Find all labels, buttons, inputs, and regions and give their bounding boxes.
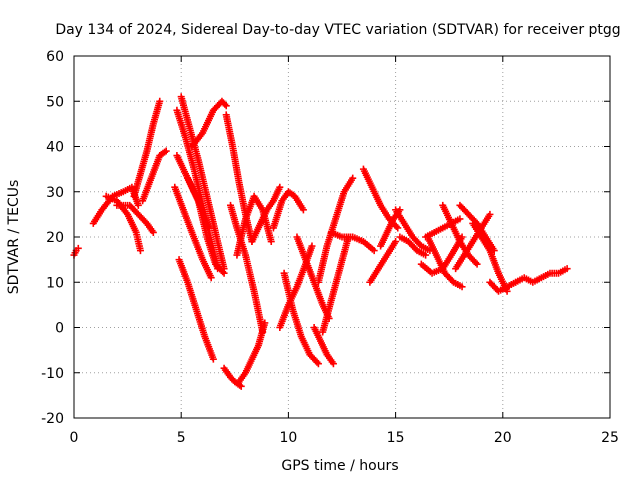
series-arc-6 [139,147,170,205]
data-point-marker [261,319,269,327]
x-tick-label: 15 [387,430,405,446]
x-tick-label: 10 [279,430,297,446]
series-arc-3 [102,192,144,255]
series-arc-9 [188,97,230,150]
x-tick-label: 0 [70,430,79,446]
data-point-marker [299,206,307,214]
series-arc-27 [327,228,378,255]
data-point-marker [134,201,142,209]
series-arc-8 [177,93,228,273]
series-arc-14 [222,111,256,246]
y-tick-label: 50 [46,94,64,110]
data-point-marker [370,247,378,255]
data-point-marker [149,228,157,236]
x-tick-label: 20 [494,430,512,446]
data-point-marker [220,269,228,277]
x-tick-label: 25 [601,430,619,446]
data-point-marker [472,259,480,267]
data-point-marker [329,360,337,368]
data-point-marker [486,210,494,218]
series-arc-24 [310,324,337,368]
data-point-marker [563,265,571,273]
y-tick-label: -20 [41,411,64,427]
data-point-marker [422,251,430,259]
x-tick-label: 5 [177,430,186,446]
series-arc-21 [276,242,316,331]
data-point-marker [221,100,229,108]
series-arc-11 [171,183,215,282]
data-point-marker [308,242,316,250]
data-point-marker [74,244,82,252]
series-arc-12 [175,256,217,363]
data-point-marker [276,183,284,191]
series-arc-20 [269,188,307,232]
series-arc-32 [396,233,430,259]
series-arc-18 [220,364,245,390]
series-arc-19 [248,183,284,246]
series-arc-4 [113,201,157,236]
data-point-marker [219,268,227,276]
data-point-marker [412,245,420,253]
y-tick-label: 30 [46,185,64,201]
plot-frame [73,55,611,419]
data-point-marker [394,224,402,232]
data-point-marker [222,102,230,110]
series-arc-37 [452,210,494,273]
series-arc-30 [366,238,400,286]
series-arc-1 [70,244,82,259]
data-point-marker [156,97,164,105]
y-tick-label: 60 [46,49,64,65]
series-arc-13 [184,174,228,277]
series-arc-35 [424,233,466,291]
y-tick-label: 10 [46,275,64,291]
series-arc-5 [130,97,164,200]
data-point-marker [267,238,275,246]
data-point-marker [392,238,400,246]
data-point-marker [473,260,481,268]
data-point-marker [314,360,322,368]
data-point-marker [456,215,464,223]
data-point-marker [416,241,424,249]
y-axis-label: SDTVAR / TECUs [6,180,22,295]
data-point-marker [458,283,466,291]
data-point-marker [209,355,217,363]
series-arc-17 [235,319,269,386]
series-arc-22 [280,269,322,368]
y-tick-label: 40 [46,140,64,156]
data-markers [70,93,571,390]
tick-labels: 0 5 10 15 20 25 -20 -10 0 10 20 30 40 50 60 [41,49,619,446]
y-tick-label: -10 [41,366,64,382]
data-point-marker [162,147,170,155]
series-arc-26 [319,233,352,336]
x-axis-label: GPS time / hours [281,458,398,474]
series-arc-33 [422,215,464,241]
series-arc-16 [233,192,275,259]
y-tick-label: 20 [46,230,64,246]
data-point-marker [207,274,215,282]
chart-title: Day 134 of 2024, Sidereal Day-to-day VTE… [55,22,620,38]
data-point-marker [392,222,400,230]
data-point-marker [349,174,357,182]
series-arc-41 [512,265,571,286]
data-point-marker [313,358,321,366]
data-point-marker [448,277,456,285]
data-point-marker [136,247,144,255]
y-tick-label: 0 [55,321,64,337]
data-point-marker [237,382,245,390]
